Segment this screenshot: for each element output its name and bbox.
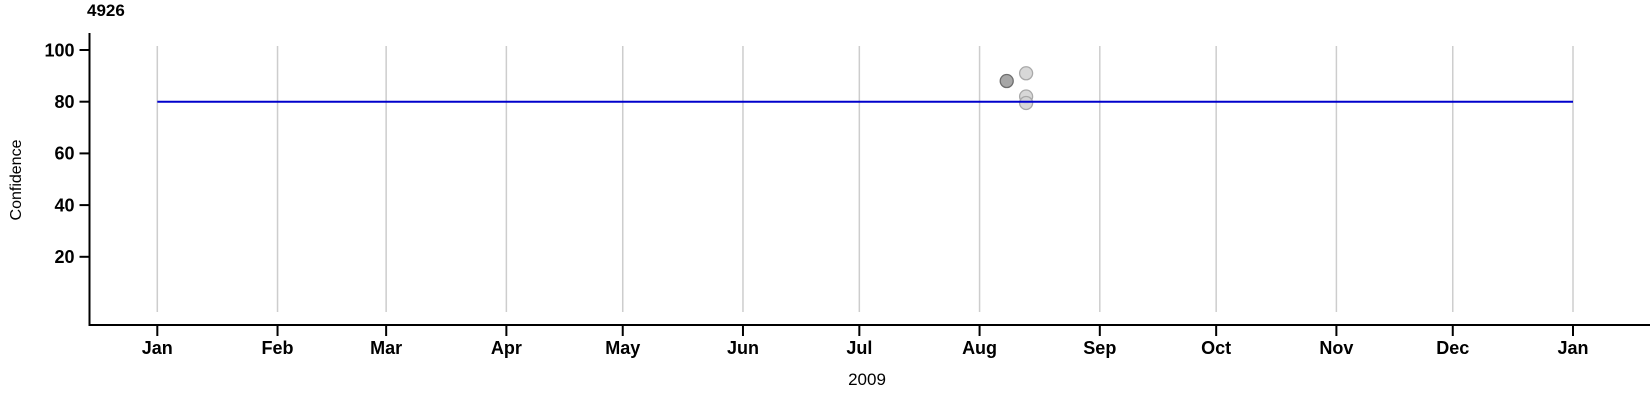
x-tick-label: Nov — [1319, 338, 1353, 358]
x-tick-label: Oct — [1201, 338, 1231, 358]
x-tick-label: Apr — [491, 338, 522, 358]
x-tick-label: Jun — [727, 338, 759, 358]
y-tick-label: 60 — [54, 144, 74, 164]
data-point — [1018, 66, 1034, 81]
x-tick-label: Sep — [1083, 338, 1116, 358]
x-axis-title: 2009 — [848, 370, 886, 389]
x-tick-label: Jan — [142, 338, 173, 358]
x-tick-label: Dec — [1436, 338, 1469, 358]
x-tick-label: Jul — [846, 338, 872, 358]
chart-title: 4926 — [87, 1, 125, 20]
x-tick-label: Jan — [1557, 338, 1588, 358]
x-tick-label: Aug — [962, 338, 997, 358]
y-tick-label: 40 — [54, 195, 74, 215]
y-tick-label: 20 — [54, 247, 74, 267]
data-point — [1018, 95, 1034, 111]
x-tick-label: Mar — [370, 338, 402, 358]
x-tick-label: May — [605, 338, 640, 358]
y-tick-label: 80 — [54, 92, 74, 112]
data-point — [999, 73, 1014, 89]
y-tick-label: 100 — [44, 40, 74, 60]
x-tick-label: Feb — [262, 338, 294, 358]
